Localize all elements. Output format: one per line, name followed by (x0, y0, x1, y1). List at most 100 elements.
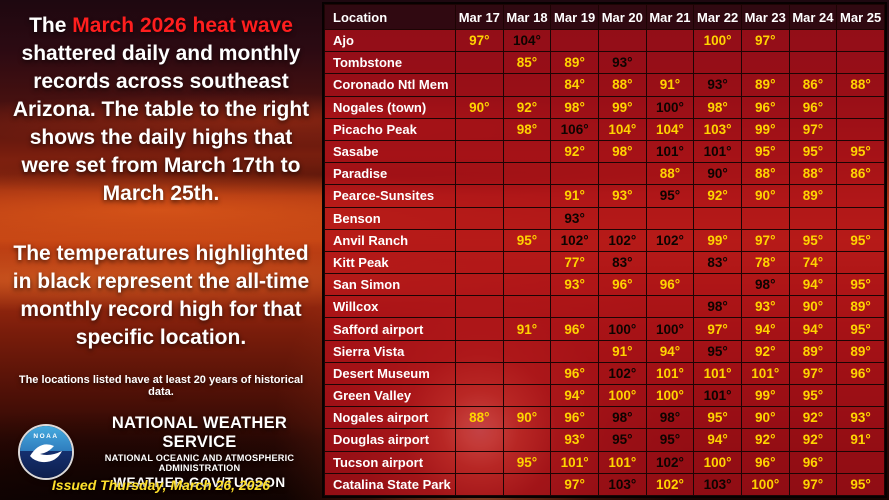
temp-cell: 89° (788, 184, 838, 208)
temp-cell (645, 250, 695, 275)
temp-cell (597, 295, 647, 319)
temp-cell: 100° (693, 450, 742, 474)
data-note: The locations listed have at least 20 ye… (18, 374, 304, 398)
temp-cell (502, 206, 552, 230)
temp-cell (836, 383, 885, 408)
temp-cell: 94° (550, 383, 599, 408)
temp-cell (455, 73, 504, 97)
table-row: Ajo 97° 104° 100° 97° (324, 28, 885, 53)
temp-cell (836, 450, 885, 474)
temp-cell (645, 28, 695, 53)
temp-cell: 102° (645, 472, 695, 497)
location-cell: Nogales (town) (324, 95, 456, 119)
temp-cell: 92° (740, 428, 790, 452)
temp-cell: 100° (693, 28, 742, 53)
record-note: The temperatures highlighted in black re… (12, 242, 310, 349)
temp-cell (502, 184, 552, 208)
table-row: Coronado Ntl Mem 84° 88° 91° 93° 89° 86° 88° (324, 73, 885, 97)
temp-cell-record: 95° (597, 428, 647, 452)
temp-cell: 96° (550, 317, 599, 341)
temp-cell: 97° (740, 228, 790, 252)
location-cell: Benson (324, 206, 456, 230)
temp-cell: 91° (836, 428, 885, 452)
table-row: Paradise 88° 90° 88° 88° 86° (324, 162, 885, 186)
table-row: Anvil Ranch 95° 102° 102° 102° 99° 97° 95° 95° (324, 228, 885, 252)
table-row: Green Valley 94° 100° 100° 101° 99° 95° (324, 383, 885, 408)
temps-table-head-row: Location Mar 17 Mar 18 Mar 19 Mar 20 Mar 21 Ma… (324, 4, 885, 30)
temp-cell: 96° (740, 95, 790, 119)
intro-pre: The (29, 14, 73, 37)
temp-cell-record: 101° (693, 383, 742, 408)
location-cell: Pearce-Sunsites (324, 184, 456, 208)
temp-cell (693, 273, 742, 297)
temp-cell: 77° (550, 250, 599, 275)
seagull-icon (30, 444, 62, 463)
temp-cell: 95° (836, 139, 885, 164)
temp-cell (550, 339, 599, 363)
location-cell: Ajo (324, 28, 456, 53)
temp-cell (455, 139, 504, 164)
temp-cell: 97° (740, 28, 790, 53)
temp-cell (645, 206, 695, 230)
table-row: Sierra Vista 91° 94° 95° 92° 89° 89° (324, 339, 885, 363)
temp-cell: 94° (788, 317, 838, 341)
column-header-mar-17: Mar 17 (455, 4, 504, 30)
location-cell: Anvil Ranch (324, 228, 456, 252)
temp-cell (597, 162, 647, 186)
temp-cell (836, 28, 885, 53)
temp-cell: 91° (597, 339, 647, 363)
temp-cell-record: 100° (597, 317, 647, 341)
temp-cell: 89° (836, 339, 885, 363)
table-row: Pearce-Sunsites 91° 93° 95° 92° 90° 89° (324, 184, 885, 208)
table-row: Tombstone 85° 89° 93° (324, 51, 885, 75)
location-cell: Sasabe (324, 139, 456, 164)
temp-cell: 91° (550, 184, 599, 208)
temp-cell (645, 295, 695, 319)
temp-cell: 93° (550, 273, 599, 297)
temp-cell (455, 162, 504, 186)
temp-cell: 94° (645, 339, 695, 363)
table-row: Catalina State Park 97° 103° 102° 103° 100° 97… (324, 472, 885, 497)
temp-cell: 95° (693, 406, 742, 430)
temp-cell: 92° (502, 95, 552, 119)
temp-cell (502, 162, 552, 186)
temp-cell-record: 102° (645, 450, 695, 474)
temp-cell: 86° (788, 73, 838, 97)
temp-cell: 98° (502, 117, 552, 141)
temp-cell (455, 117, 504, 141)
column-header-mar-19: Mar 19 (550, 4, 599, 30)
temp-cell: 103° (693, 117, 742, 141)
temp-cell: 94° (693, 428, 742, 452)
location-cell: Willcox (324, 295, 456, 319)
location-cell: Tombstone (324, 51, 456, 75)
temp-cell (788, 206, 838, 230)
noaa-logo: NOAA (20, 426, 72, 478)
temp-cell (455, 273, 504, 297)
temp-cell-record: 101° (645, 139, 695, 164)
temp-cell: 96° (550, 361, 599, 386)
temp-cell (502, 295, 552, 319)
temp-cell (740, 51, 790, 75)
temp-cell (455, 295, 504, 319)
temp-cell: 101° (550, 450, 599, 474)
temp-cell: 86° (836, 162, 885, 186)
temp-cell (502, 139, 552, 164)
temp-cell: 96° (740, 450, 790, 474)
table-row: Douglas airport 93° 95° 95° 94° 92° 92° 91° (324, 428, 885, 452)
location-cell: Kitt Peak (324, 250, 456, 275)
temp-cell (455, 51, 504, 75)
temp-cell-record: 93° (693, 73, 742, 97)
temp-cell: 78° (740, 250, 790, 275)
temp-cell: 93° (550, 428, 599, 452)
temp-cell-record: 102° (550, 228, 599, 252)
temp-cell (455, 361, 504, 386)
temp-cell: 90° (455, 95, 504, 119)
temp-cell (740, 206, 790, 230)
temp-cell-record: 102° (645, 228, 695, 252)
column-header-mar-25: Mar 25 (836, 4, 885, 30)
temp-cell: 97° (455, 28, 504, 53)
temp-cell-record: 90° (693, 162, 742, 186)
temp-cell-record: 100° (645, 317, 695, 341)
temp-cell-record: 95° (645, 428, 695, 452)
temp-cell: 96° (645, 273, 695, 297)
